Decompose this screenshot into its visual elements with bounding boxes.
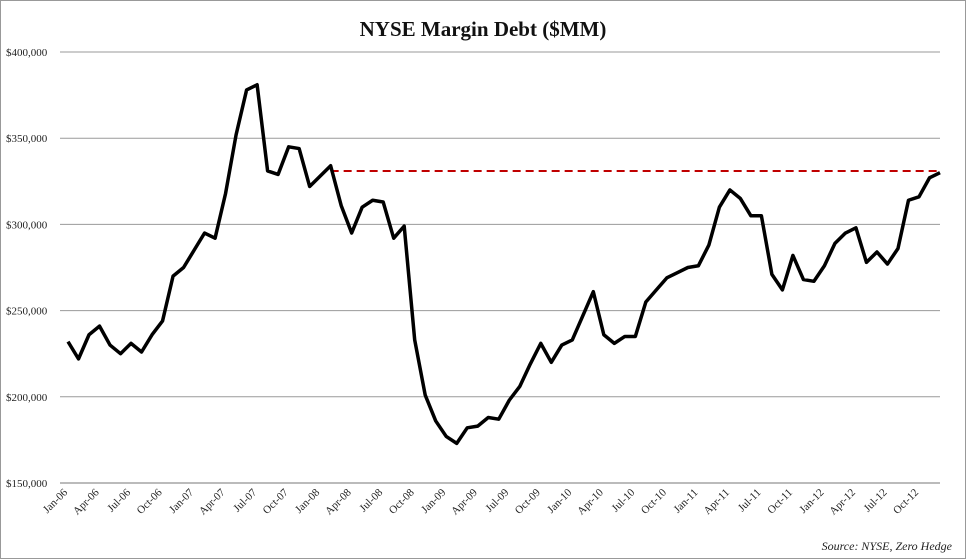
- y-tick-label: $150,000: [6, 478, 48, 490]
- y-tick-label: $250,000: [6, 306, 48, 318]
- chart-title: NYSE Margin Debt ($MM): [360, 17, 607, 41]
- y-tick-label: $400,000: [6, 47, 48, 59]
- data-line: [66, 83, 941, 446]
- y-tick-label: $350,000: [6, 133, 48, 145]
- y-tick-label: $200,000: [6, 392, 48, 404]
- source-note: Source: NYSE, Zero Hedge: [822, 539, 953, 553]
- y-tick-label: $300,000: [6, 219, 48, 231]
